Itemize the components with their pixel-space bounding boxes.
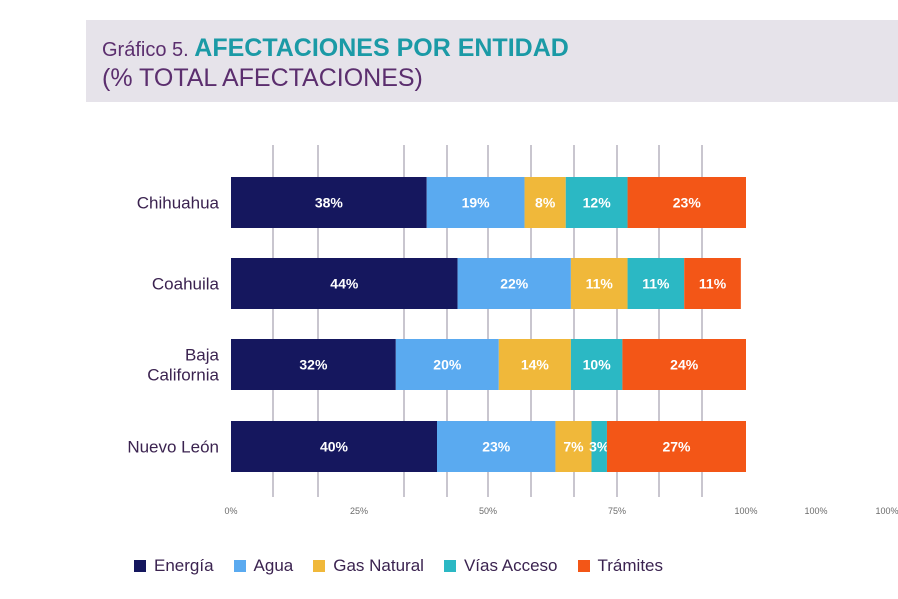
- legend-swatch: [134, 560, 146, 572]
- data-label: 10%: [583, 357, 612, 373]
- bar-segment: [426, 177, 525, 228]
- bar-segment: [606, 421, 746, 472]
- legend-item: Energía: [134, 556, 214, 576]
- legend-label: Trámites: [597, 556, 664, 575]
- legend-label: Agua: [253, 556, 294, 575]
- data-label: 22%: [500, 276, 529, 292]
- title-prefix: Gráfico 5.: [102, 39, 195, 61]
- title-band: Gráfico 5. AFECTACIONES POR ENTIDAD (% T…: [86, 20, 898, 102]
- category-label: California: [147, 366, 219, 385]
- data-label: 38%: [315, 195, 344, 211]
- data-label: 8%: [535, 195, 556, 211]
- x-tick-label: 75%: [608, 506, 626, 516]
- category-label: Baja: [185, 346, 220, 365]
- x-tick-label: 0%: [224, 506, 237, 516]
- bar-segment: [622, 339, 746, 390]
- bar-segment: [231, 339, 396, 390]
- data-label: 3%: [589, 439, 610, 455]
- legend-swatch: [233, 560, 246, 572]
- bar-segment: [457, 258, 571, 309]
- data-label: 11%: [642, 276, 670, 292]
- legend-item: Agua: [233, 556, 294, 576]
- bar-segment: [565, 177, 628, 228]
- legend-swatch: [313, 560, 326, 572]
- data-label: 12%: [583, 195, 612, 211]
- bar-segment: [437, 421, 556, 472]
- data-label: 23%: [673, 195, 702, 211]
- legend-swatch: [577, 560, 590, 572]
- category-label: Chihuahua: [137, 194, 220, 213]
- data-label: 44%: [330, 276, 359, 292]
- data-label: 14%: [521, 357, 550, 373]
- chart-subtitle: (% TOTAL AFECTACIONES): [102, 64, 423, 92]
- data-label: 24%: [670, 357, 699, 373]
- legend-item: Trámites: [577, 556, 664, 576]
- bar-segment: [627, 177, 746, 228]
- bar-segment: [684, 258, 741, 309]
- legend-label: Gas Natural: [333, 556, 424, 575]
- data-label: 20%: [433, 357, 462, 373]
- bar-segment: [627, 258, 685, 309]
- data-label: 27%: [662, 439, 691, 455]
- bar-segment: [524, 177, 566, 228]
- bar-segment: [231, 258, 458, 309]
- chart-title: Gráfico 5. AFECTACIONES POR ENTIDAD: [102, 34, 569, 63]
- bar-segment: [591, 421, 607, 472]
- x-tick-label: 50%: [479, 506, 497, 516]
- legend-swatch: [443, 560, 456, 572]
- bar-segment: [555, 421, 592, 472]
- x-tick-label: 25%: [350, 506, 368, 516]
- data-label: 40%: [320, 439, 349, 455]
- data-label: 23%: [482, 439, 511, 455]
- data-label: 32%: [299, 357, 328, 373]
- x-tick-label: 100%: [804, 506, 827, 516]
- legend-item: Vías Acceso: [443, 556, 558, 576]
- x-tick-label: 100%: [734, 506, 757, 516]
- data-label: 11%: [699, 276, 727, 292]
- data-label: 7%: [563, 439, 584, 455]
- x-tick-label: 100%: [875, 506, 898, 516]
- legend-label: Vías Acceso: [463, 556, 558, 575]
- category-label: Coahuila: [152, 275, 220, 294]
- title-main: AFECTACIONES POR ENTIDAD: [194, 34, 569, 62]
- bar-segment: [498, 339, 571, 390]
- data-label: 19%: [462, 195, 491, 211]
- legend: Energía Agua Gas Natural Vías Acceso Trámite…: [134, 556, 663, 576]
- bar-segment: [570, 258, 628, 309]
- bar-segment: [395, 339, 499, 390]
- bar-segment: [231, 177, 427, 228]
- legend-item: Gas Natural: [313, 556, 424, 576]
- legend-label: Energía: [154, 556, 214, 575]
- bar-segment: [570, 339, 623, 390]
- category-label: Nuevo León: [127, 438, 219, 457]
- data-label: 11%: [586, 276, 614, 292]
- bar-segment: [231, 421, 437, 472]
